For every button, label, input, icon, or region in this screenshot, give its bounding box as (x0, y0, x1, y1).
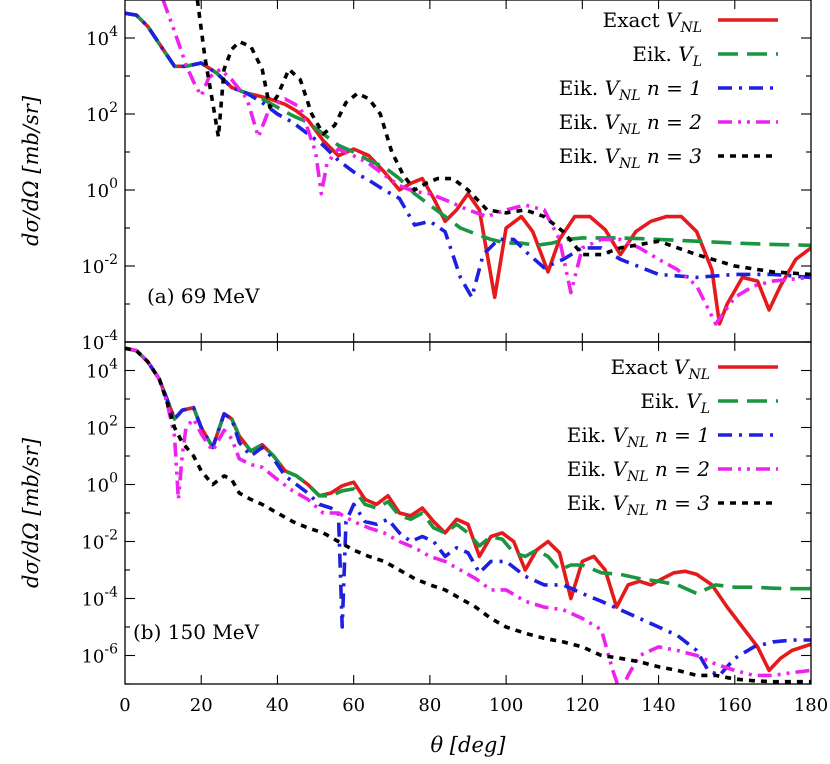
panel-a-legend-label-5: Eik. VNL n = 3 (559, 144, 702, 172)
panel-b-series-5-line (125, 346, 811, 684)
panel-a-legend-label-2: Eik. VL (632, 42, 702, 70)
panel-b: 104 102 100 10-2 10-4 10-6 Exact VNL Eik. VL Ei… (81, 341, 811, 685)
x-tick-label-80: 80 (418, 695, 441, 716)
x-tick-label-60: 60 (342, 695, 365, 716)
panel-b-ticks: 104 102 100 10-2 10-4 10-6 (81, 341, 811, 685)
y-axis-title-a: dσ/dΩ [mb/sr] (19, 95, 43, 246)
panel-a-ytick-label: 10-4 (81, 328, 118, 354)
panel-b-ytick-label: 10-6 (81, 642, 118, 668)
panel-b-ytick-label: 100 (86, 471, 118, 497)
panel-b-frame (124, 341, 812, 685)
x-tick-label-140: 140 (641, 695, 675, 716)
panel-b-series-4-line (125, 346, 811, 684)
panel-b-legend-label-1: Exact VNL (611, 355, 710, 383)
x-tick-label-0: 0 (119, 695, 130, 716)
panel-b-legend-label-4: Eik. VNL n = 2 (567, 457, 710, 485)
x-axis-title: θ [deg] (430, 733, 506, 757)
panel-a-ytick-label: 10-2 (81, 252, 118, 278)
panel-a-legend: Exact VNL Eik. VL Eik. VNL n = 1 Eik. VNL n… (559, 8, 778, 172)
panel-a-series-2-line (125, 11, 811, 248)
panel-a-ytick-label: 100 (86, 176, 118, 202)
x-tick-labels: 0 20 40 60 80 100 120 140 160 180 (119, 695, 828, 716)
x-tick-label-120: 120 (565, 695, 599, 716)
panel-a-legend-label-4: Eik. VNL n = 2 (559, 110, 702, 138)
x-tick-label-180: 180 (794, 695, 828, 716)
panel-a: 104 102 100 10-2 10-4 Exact VNL Eik. VL Eik. V… (81, 0, 811, 354)
x-tick-label-100: 100 (489, 695, 523, 716)
y-axis-title-b: dσ/dΩ [mb/sr] (19, 437, 43, 588)
panel-a-ytick-label: 102 (86, 100, 118, 126)
panel-b-legend-label-5: Eik. VNL n = 3 (567, 491, 710, 519)
panel-a-series-3-line (125, 11, 811, 300)
panel-a-ytick-label: 104 (86, 24, 118, 50)
panel-b-ytick-label: 10-4 (81, 585, 118, 611)
panel-a-curves (125, 0, 811, 326)
panel-a-ticks: 104 102 100 10-2 10-4 (81, 0, 811, 354)
panel-b-ytick-label: 10-2 (81, 528, 118, 554)
panel-a-legend-label-1: Exact VNL (603, 8, 702, 36)
x-tick-label-40: 40 (266, 695, 289, 716)
panel-b-ytick-label: 102 (86, 414, 118, 440)
panel-a-series-5-line (195, 0, 811, 277)
panel-b-legend-label-2: Eik. VL (640, 389, 710, 417)
x-tick-label-20: 20 (190, 695, 213, 716)
panel-a-label: (a) 69 MeV (147, 284, 260, 308)
panel-b-label: (b) 150 MeV (133, 620, 260, 644)
panel-b-curves (125, 346, 811, 684)
panel-a-series-4-line (161, 0, 811, 326)
panel-b-legend: Exact VNL Eik. VL Eik. VNL n = 1 Eik. VNL n… (567, 355, 778, 519)
x-tick-label-160: 160 (718, 695, 752, 716)
panel-b-legend-label-3: Eik. VNL n = 1 (567, 423, 710, 451)
panel-b-ytick-label: 104 (86, 357, 118, 383)
panel-a-legend-label-3: Eik. VNL n = 1 (559, 76, 702, 104)
